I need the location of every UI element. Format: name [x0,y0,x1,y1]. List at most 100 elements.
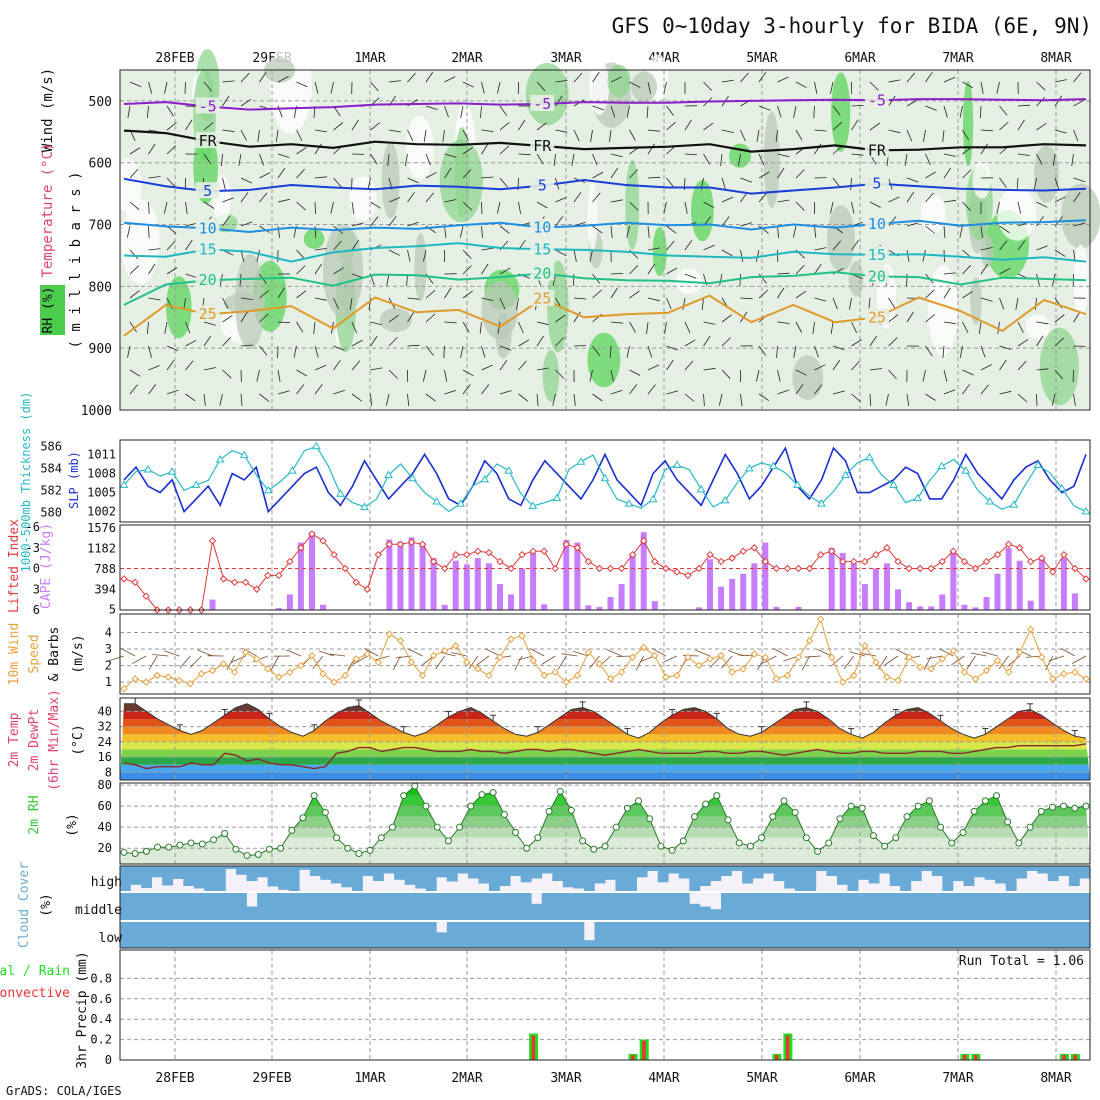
isotherm-label: 10 [199,219,217,237]
cloud-cell [700,907,711,921]
temp2m-label-3: (6hr Min/Max) [47,689,62,791]
cloud-cell [1006,866,1017,891]
precip-convective-bar [775,1055,779,1060]
cloud-cell [795,922,806,948]
cloud-cell [162,922,173,948]
rh2m-line-point [1072,805,1078,811]
cloud-cell [183,922,194,948]
footer-credit: GrADS: COLA/IGES [6,1084,122,1098]
rh2m-line-point [882,843,888,849]
cloud-cell [542,893,553,920]
cloud-cell [1069,893,1080,920]
cape-bar [519,569,525,611]
cape-bar [409,537,415,610]
cloud-cell [805,893,816,920]
cloud-cell [542,922,553,948]
rh2m-line-point [546,808,552,814]
rh2m-line-point [1083,803,1089,809]
cloud-cell [911,922,922,948]
rh2m-line-point [926,798,932,804]
cloud-cell [953,893,964,920]
cloud-cell [299,866,310,870]
cloud-cell [1058,922,1069,948]
cloud-cell [700,922,711,948]
chart-title: GFS 0~10day 3-hourly for BIDA (6E, 9N) [612,14,1092,38]
precip-legend-conv: Convective [0,986,70,1001]
cape-bar [862,584,868,610]
cloud-cell [268,866,279,887]
isotherm-label: -5 [868,91,886,109]
cloud-cell [858,893,869,920]
cloud-cell [753,922,764,948]
cloud-cell [647,893,658,920]
cloud-cell [278,893,289,920]
cloud-cell [595,866,606,884]
rh2m-line-point [960,829,966,835]
pressure-tick: 500 [89,95,112,110]
cape-bar [619,584,625,610]
cloud-cell [942,893,953,920]
rh2m-line-point [602,843,608,849]
rh2m-line-point [870,833,876,839]
cloud-cell [331,866,342,884]
cloud-cell [921,866,932,871]
precip-axis-label: 3hr Precip (mm) [75,951,90,1068]
cloud-cell [310,893,321,920]
cloud-cell [932,922,943,948]
temp-band [120,772,1090,780]
date-label-bottom: 8MAR [1040,1071,1071,1086]
cape-tick: 788 [94,562,116,576]
cloud-cell [837,922,848,948]
cloud-cell [236,866,247,875]
rh-region [827,205,855,272]
cloud-cell [953,922,964,948]
rh-axis-label: RH (%) [41,287,56,334]
cloud-cell [848,866,859,891]
cape-bar [906,602,912,610]
cape-bar [574,543,580,610]
meteogram: GFS 0~10day 3-hourly for BIDA (6E, 9N) G… [0,0,1100,1100]
cape-bar [1061,558,1067,610]
wind10m-tick: 1 [105,675,112,689]
cloud-cell [1080,922,1091,948]
wind-barb [185,82,186,94]
rh-region [380,308,412,332]
cloud-cell [289,893,300,920]
rh2m-line-point [557,788,563,794]
cloud-cell [542,866,553,874]
cloud-cell [679,866,690,879]
rh2m-line-point [479,792,485,798]
slp-tick: 1011 [87,447,116,461]
cloud-cell [320,893,331,920]
cloud-cell [373,866,384,881]
cloud-cell [626,922,637,948]
date-label-top: 3MAR [550,51,581,66]
cape-bar [608,597,614,610]
cloud-cell [204,922,215,948]
cloud-cell [784,866,795,889]
cloud-cell [194,893,205,920]
slp-tick: 1002 [87,505,116,519]
cloud-cell [869,922,880,948]
cloud-cell [363,893,374,920]
pressure-tick: 1000 [81,404,112,419]
cloud-cell [552,922,563,948]
cloud-cell [426,893,437,920]
thickness-tick: 580 [40,505,62,519]
cape-bar [851,563,857,610]
cloud-cell [700,866,711,886]
cloud-cell [985,893,996,920]
below-ground-mask [120,409,1090,439]
precip-tick: 0.4 [90,1012,112,1026]
cloud-cell [710,922,721,948]
cloud-cell [869,866,880,884]
cloud-cell [1016,922,1027,948]
cloud-cell [1006,893,1017,920]
cloud-cell [1069,922,1080,948]
cloud-row-label: low [99,931,123,946]
rh-region [1034,145,1059,203]
precip-convective-bar [1073,1055,1077,1060]
cloud-cell [479,922,490,948]
cloud-cell [489,893,500,920]
rh2m-line-point [445,838,451,844]
